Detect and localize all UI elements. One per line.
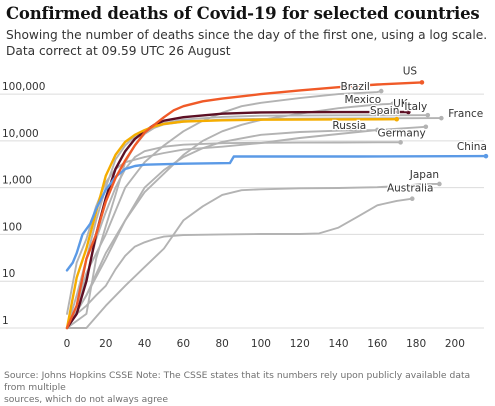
series-line-china — [65, 154, 488, 272]
y-tick-label: 10,000 — [2, 128, 39, 140]
x-tick-label: 200 — [445, 338, 465, 350]
series-label-france: France — [448, 108, 483, 120]
x-tick-label: 180 — [406, 338, 426, 350]
series-end-dot-us — [419, 80, 425, 85]
series-label-italy: Italy — [404, 101, 427, 113]
series-label-us: US — [403, 65, 418, 77]
series-line-russia — [66, 129, 379, 329]
series-end-dot-china — [483, 153, 489, 159]
x-tick-label: 20 — [99, 338, 112, 350]
deaths-line-chart: 1 10 100 1,000 10,000 100,000 0 20 40 60 80 100 120 1… — [0, 64, 489, 350]
series-label-japan: Japan — [409, 169, 439, 181]
series-line-iran — [66, 125, 427, 315]
series-label-mexico: Mexico — [344, 94, 381, 106]
x-tick-label: 60 — [177, 338, 190, 350]
subtitle-line-2: Data correct at 09.59 UTC 26 August — [6, 44, 231, 58]
x-tick-label: 120 — [290, 338, 310, 350]
series-line-spain — [65, 118, 398, 330]
y-tick-label: 1,000 — [2, 175, 32, 187]
series-line-brazil — [66, 90, 383, 329]
x-tick-label: 140 — [329, 338, 349, 350]
series-label-germany: Germany — [377, 127, 425, 139]
series-end-dot-australia — [409, 196, 415, 202]
series-end-dot-brazil — [378, 88, 384, 94]
x-tick-label: 0 — [64, 338, 71, 350]
source-line-2: sources, which do not always agree — [4, 394, 168, 405]
series-line-japan — [66, 182, 441, 329]
series-label-uk: UK — [393, 98, 409, 110]
series-end-dot-iran — [423, 124, 429, 130]
subtitle-line-1: Showing the number of deaths since the d… — [6, 28, 488, 42]
series-label-australia: Australia — [387, 183, 433, 195]
source-note: Source: Johns Hopkins CSSE Note: The CSS… — [4, 370, 492, 406]
series-label-brazil: Brazil — [341, 81, 370, 93]
x-tick-label: 100 — [251, 338, 271, 350]
source-line-1: Source: Johns Hopkins CSSE Note: The CSS… — [4, 370, 471, 393]
axis-labels: 1 10 100 1,000 10,000 100,000 0 20 40 60 80 100 120 1… — [2, 81, 465, 350]
series-label-spain: Spain — [370, 105, 399, 117]
series-lines — [65, 80, 489, 330]
x-tick-label: 160 — [367, 338, 387, 350]
chart-subtitle: Showing the number of deaths since the d… — [6, 27, 490, 59]
y-tick-label: 10 — [2, 268, 15, 280]
series-line-mexico — [66, 102, 394, 329]
series-end-dot-spain — [394, 116, 400, 122]
x-tick-label: 40 — [138, 338, 151, 350]
series-line-australia — [66, 197, 414, 329]
chart-title: Confirmed deaths of Covid-19 for selecte… — [6, 4, 480, 23]
series-end-dot-germany — [398, 140, 403, 145]
series-line-us — [65, 81, 424, 330]
y-tick-label: 100,000 — [2, 81, 45, 93]
y-tick-label: 1 — [2, 315, 9, 327]
y-tick-label: 100 — [2, 221, 22, 233]
series-label-russia: Russia — [332, 120, 366, 132]
series-end-dot-france — [439, 115, 444, 121]
series-end-dot-italy — [425, 112, 431, 118]
series-end-dot-mexico — [390, 101, 396, 107]
series-end-dot-uk — [406, 109, 411, 115]
x-tick-label: 80 — [215, 338, 228, 350]
series-end-dot-japan — [437, 181, 442, 187]
series-label-china: China — [457, 141, 487, 153]
